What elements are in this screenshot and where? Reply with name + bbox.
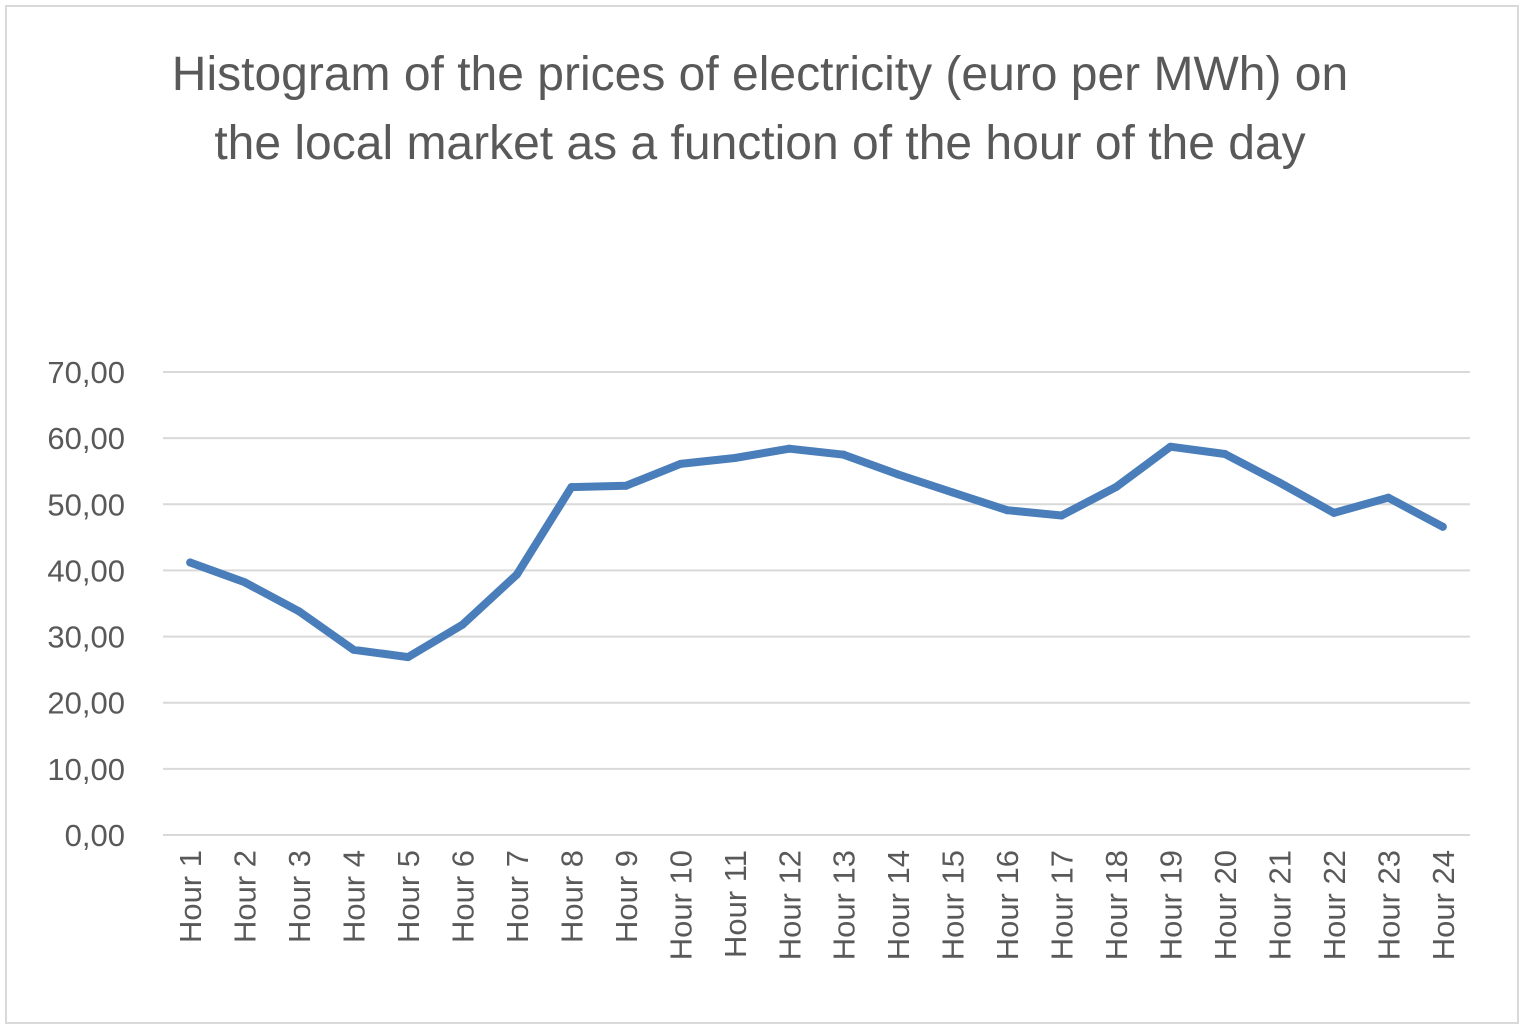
x-tick-label: Hour 2 xyxy=(228,850,263,943)
data-point xyxy=(512,570,521,579)
series-group xyxy=(186,442,1447,662)
x-tick-label: Hour 6 xyxy=(446,850,481,943)
data-point xyxy=(295,607,304,616)
data-point xyxy=(948,488,957,497)
data-point xyxy=(1057,511,1066,520)
data-point xyxy=(1003,506,1012,515)
data-point xyxy=(186,558,195,567)
data-point xyxy=(1166,442,1175,451)
data-point xyxy=(676,459,685,468)
y-tick-label: 40,00 xyxy=(47,553,125,588)
chart-title: Histogram of the prices of electricity (… xyxy=(171,48,1349,170)
x-tick-label: Hour 13 xyxy=(827,850,862,960)
data-point xyxy=(1275,478,1284,487)
x-tick-label: Hour 5 xyxy=(391,850,426,943)
x-tick-label: Hour 9 xyxy=(609,850,644,943)
data-point xyxy=(458,620,467,629)
x-tick-label: Hour 10 xyxy=(663,850,698,960)
data-point xyxy=(785,444,794,453)
x-tick-label: Hour 20 xyxy=(1208,850,1243,960)
data-point xyxy=(567,483,576,492)
y-tick-label: 10,00 xyxy=(47,752,125,787)
x-tick-label: Hour 23 xyxy=(1371,850,1406,960)
x-tick-label: Hour 17 xyxy=(1045,850,1080,960)
data-point xyxy=(404,653,413,662)
x-tick-label: Hour 1 xyxy=(173,850,208,943)
y-tick-label: 30,00 xyxy=(47,620,125,655)
x-tick-label: Hour 7 xyxy=(500,850,535,943)
y-axis-ticks: 0,00 10,00 20,00 30,00 40,00 50,00 60,00 70,00 xyxy=(47,355,125,853)
data-point xyxy=(621,481,630,490)
x-tick-label: Hour 24 xyxy=(1426,850,1461,960)
data-point xyxy=(1384,493,1393,502)
y-tick-label: 50,00 xyxy=(47,487,125,522)
data-point xyxy=(839,450,848,459)
data-point xyxy=(1438,522,1447,531)
x-tick-label: Hour 22 xyxy=(1317,850,1352,960)
x-tick-label: Hour 19 xyxy=(1153,850,1188,960)
x-axis-ticks: Hour 1 Hour 2 Hour 3 Hour 4 Hour 5 Hour 6 Hour… xyxy=(173,850,1461,960)
series-line xyxy=(186,442,1447,662)
x-tick-label: Hour 4 xyxy=(337,850,372,943)
y-tick-label: 20,00 xyxy=(47,686,125,721)
x-tick-label: Hour 8 xyxy=(554,850,589,943)
x-tick-label: Hour 12 xyxy=(772,850,807,960)
data-point xyxy=(730,453,739,462)
x-tick-label: Hour 16 xyxy=(990,850,1025,960)
x-tick-label: Hour 11 xyxy=(718,850,753,958)
x-tick-label: Hour 3 xyxy=(282,850,317,943)
x-tick-label: Hour 18 xyxy=(1099,850,1134,960)
data-point xyxy=(1220,450,1229,459)
data-point xyxy=(240,578,249,587)
y-tick-label: 0,00 xyxy=(65,818,125,853)
gridlines xyxy=(163,371,1470,836)
data-point xyxy=(1329,508,1338,517)
data-point xyxy=(894,470,903,479)
data-point xyxy=(1112,483,1121,492)
x-tick-label: Hour 21 xyxy=(1262,850,1297,960)
chart-frame xyxy=(5,5,1519,1024)
data-point xyxy=(349,645,358,654)
y-tick-label: 70,00 xyxy=(47,355,125,390)
y-tick-label: 60,00 xyxy=(47,421,125,456)
x-tick-label: Hour 14 xyxy=(881,850,916,960)
x-tick-label: Hour 15 xyxy=(936,850,971,960)
